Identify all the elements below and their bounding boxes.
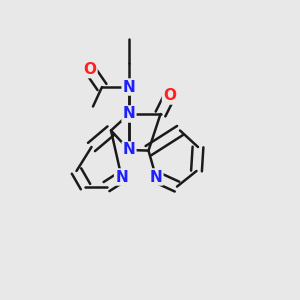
Text: O: O — [83, 62, 97, 77]
Text: N: N — [150, 169, 162, 184]
Text: N: N — [123, 80, 135, 94]
Text: N: N — [115, 169, 128, 184]
Text: N: N — [123, 106, 135, 122]
Text: O: O — [163, 88, 176, 104]
Text: N: N — [123, 142, 135, 158]
